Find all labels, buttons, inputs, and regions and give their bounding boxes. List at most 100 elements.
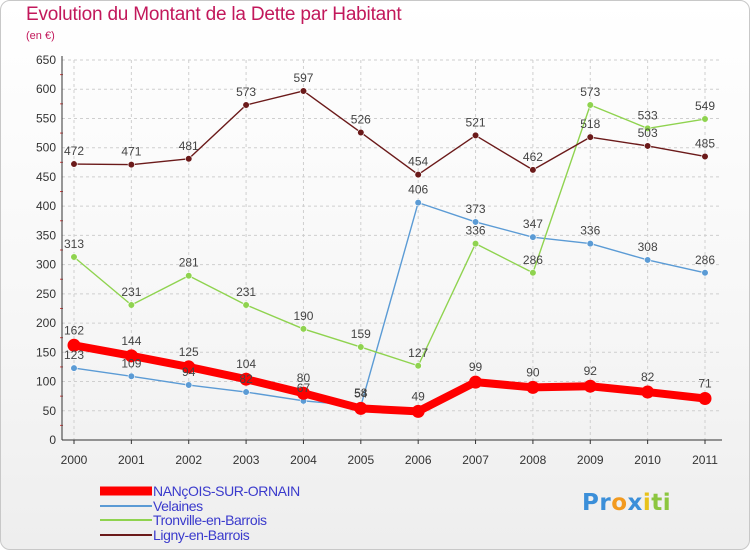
legend-swatch bbox=[100, 486, 152, 496]
legend-label: NANçOIS-SUR-ORNAIN bbox=[153, 483, 300, 499]
data-label: 144 bbox=[121, 334, 141, 348]
data-label: 286 bbox=[523, 253, 543, 267]
data-label: 406 bbox=[408, 183, 428, 197]
logo-letter: o bbox=[611, 490, 628, 516]
y-tick-label: 250 bbox=[36, 287, 56, 301]
data-label: 104 bbox=[236, 357, 256, 371]
chart-title: Evolution du Montant de la Dette par Hab… bbox=[26, 4, 402, 25]
data-point bbox=[586, 101, 594, 109]
data-point bbox=[299, 325, 308, 333]
logo-letter: x bbox=[627, 490, 643, 516]
data-point bbox=[471, 218, 480, 226]
series-nancois-sur-ornain bbox=[67, 338, 712, 418]
data-point bbox=[698, 391, 712, 405]
data-point bbox=[701, 269, 709, 277]
data-label: 109 bbox=[121, 356, 141, 370]
data-label: 123 bbox=[64, 348, 84, 362]
data-label: 308 bbox=[638, 240, 658, 254]
data-point bbox=[127, 161, 135, 169]
series-line-velaines bbox=[73, 201, 706, 407]
data-label: 82 bbox=[239, 372, 253, 386]
logo-letter: ti bbox=[651, 490, 672, 516]
data-label: 521 bbox=[466, 115, 486, 129]
x-tick-label: 2008 bbox=[520, 453, 547, 467]
data-label: 231 bbox=[236, 285, 256, 299]
axes: 0 50 100 150 200 250 300 350 400 450 500 550 600 650 2… bbox=[36, 53, 722, 467]
data-label: 373 bbox=[466, 202, 486, 216]
legend-label: Velaines bbox=[153, 497, 203, 514]
data-label: 49 bbox=[412, 389, 426, 403]
x-tick-label: 2000 bbox=[61, 453, 88, 467]
data-point bbox=[357, 343, 365, 351]
data-point bbox=[641, 385, 655, 399]
data-label: 80 bbox=[297, 371, 311, 385]
data-point bbox=[529, 233, 537, 241]
data-point bbox=[242, 388, 250, 396]
series-ligny-en-barrois bbox=[70, 87, 709, 179]
data-point bbox=[239, 372, 253, 386]
y-tick-label: 100 bbox=[36, 375, 56, 389]
data-point bbox=[185, 272, 193, 280]
data-label: 82 bbox=[641, 370, 655, 384]
data-point bbox=[471, 239, 480, 248]
data-point bbox=[127, 301, 135, 309]
data-point bbox=[70, 253, 78, 261]
data-label: 597 bbox=[293, 71, 313, 85]
series-line-ligny-en-barrois bbox=[73, 90, 706, 176]
y-tick-label: 200 bbox=[36, 316, 56, 330]
logo-letter: Pr bbox=[582, 490, 612, 516]
x-tick-label: 2007 bbox=[462, 453, 489, 467]
y-tick-label: 600 bbox=[36, 82, 56, 96]
data-label: 58 bbox=[354, 386, 368, 400]
data-point bbox=[586, 239, 594, 248]
data-point bbox=[67, 338, 81, 352]
data-label: 573 bbox=[236, 85, 256, 99]
logo-letter: i bbox=[642, 490, 652, 516]
data-point bbox=[354, 401, 368, 415]
data-label: 471 bbox=[121, 145, 141, 159]
data-point bbox=[586, 133, 594, 141]
y-tick-label: 550 bbox=[36, 111, 56, 125]
data-label: 462 bbox=[523, 150, 543, 164]
y-tick-label: 50 bbox=[43, 404, 57, 418]
data-label: 533 bbox=[638, 108, 658, 122]
data-point bbox=[644, 256, 652, 264]
legend-item-velaines: Velaines bbox=[100, 497, 420, 514]
x-tick-label: 2005 bbox=[347, 453, 374, 467]
data-point bbox=[70, 364, 78, 372]
chart-unit: (en €) bbox=[26, 30, 55, 42]
data-point bbox=[242, 101, 250, 109]
legend-item-ligny-en-barrois: Ligny-en-Barrois bbox=[100, 527, 420, 543]
data-label: 281 bbox=[179, 256, 199, 270]
data-labels: 123 109 94 82 67 58 406 373 347 336 308 286 313 231 28… bbox=[64, 71, 715, 403]
y-tick-label: 300 bbox=[36, 258, 56, 272]
data-point bbox=[526, 380, 540, 394]
data-label: 526 bbox=[351, 112, 371, 126]
x-tick-label: 2001 bbox=[118, 453, 145, 467]
data-label: 90 bbox=[526, 365, 540, 379]
data-point bbox=[242, 301, 250, 309]
data-point bbox=[414, 199, 422, 207]
data-point bbox=[182, 360, 196, 374]
data-point bbox=[414, 170, 422, 179]
data-label: 472 bbox=[64, 144, 84, 158]
y-tick-label: 450 bbox=[36, 170, 56, 184]
legend-swatch bbox=[100, 519, 152, 522]
data-label: 190 bbox=[293, 309, 313, 323]
proxiti-logo: Proxiti bbox=[582, 490, 671, 516]
legend-item-nancois-sur-ornain: NANçOIS-SUR-ORNAIN bbox=[100, 484, 420, 499]
data-point bbox=[296, 386, 310, 400]
x-tick-label: 2002 bbox=[175, 453, 202, 467]
legend-item-tronville-en-barrois: Tronville-en-Barrois bbox=[100, 513, 420, 528]
legend-swatch bbox=[100, 504, 152, 507]
x-tick-label: 2006 bbox=[405, 453, 432, 467]
data-label: 99 bbox=[469, 360, 483, 374]
data-label: 573 bbox=[580, 85, 600, 99]
data-point bbox=[529, 269, 537, 277]
data-point bbox=[70, 160, 78, 168]
data-label: 54 bbox=[354, 386, 368, 400]
data-point bbox=[411, 404, 425, 418]
legend-label: Tronville-en-Barrois bbox=[153, 512, 267, 528]
data-label: 92 bbox=[584, 364, 598, 378]
